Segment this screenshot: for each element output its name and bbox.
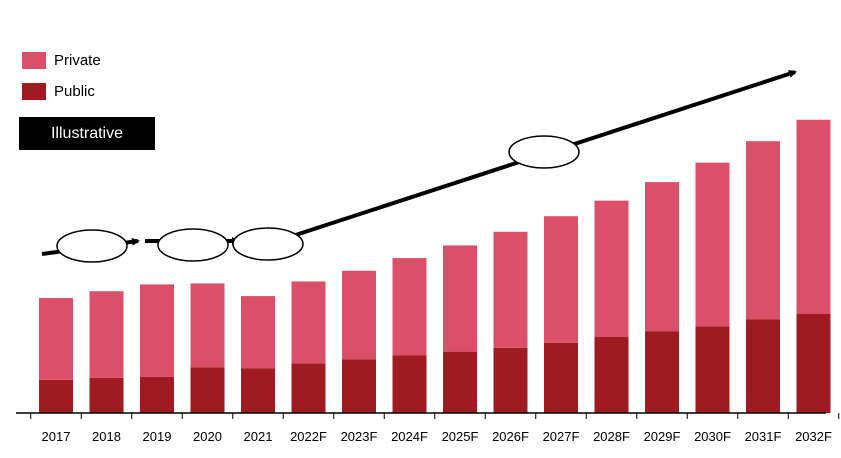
x-tick-label: 2023F [341,429,378,444]
x-tick-label: 2025F [442,429,479,444]
x-tick-label: 2032F [795,429,832,444]
bar-public-2022F [291,363,326,413]
x-tick-label: 2019 [143,429,172,444]
x-tick-label: 2030F [694,429,731,444]
x-tick-label: 2021 [244,429,273,444]
bar-private-2026F [493,231,528,348]
x-tick-label: 2031F [745,429,782,444]
legend-item-public: Public [22,81,101,101]
x-ticks-layer [30,413,840,419]
bar-public-2026F [493,347,528,413]
ellipse-marker-2 [157,228,229,262]
bar-public-2020 [190,367,225,413]
bar-private-2017 [39,298,73,380]
bars-layer [39,119,831,413]
legend-swatch-private [22,51,46,69]
ellipse-marker-3 [232,227,304,261]
bar-public-2021 [241,368,275,413]
ellipse-marker-4 [508,135,580,169]
bar-public-2030F [695,326,730,413]
x-tick-label: 2018 [92,429,121,444]
bar-private-2022F [291,281,326,364]
legend: Private Public [22,50,101,112]
bar-private-2029F [645,182,679,332]
illustrative-badge: Illustrative [19,117,155,150]
x-tick-label: 2020 [193,429,222,444]
bar-public-2027F [544,342,578,413]
x-tick-label: 2022F [290,429,327,444]
trend-arrows-layer [41,70,797,263]
bar-public-2019 [140,376,174,413]
bar-private-2025F [443,245,477,352]
bar-public-2018 [89,377,124,413]
bar-public-2029F [645,331,679,413]
bar-private-2032F [796,119,831,314]
legend-label-public: Public [54,82,95,100]
x-tick-label: 2026F [492,429,529,444]
bar-public-2031F [746,319,780,413]
bar-public-2023F [342,359,376,413]
x-tick-label: 2028F [593,429,630,444]
bar-public-2032F [796,313,831,413]
legend-item-private: Private [22,50,101,70]
x-tick-label: 2027F [543,429,580,444]
bar-private-2027F [544,216,578,343]
bar-private-2021 [241,296,275,369]
x-tick-label: 2029F [644,429,681,444]
legend-swatch-public [22,82,46,100]
bar-public-2028F [594,337,629,413]
bar-private-2030F [695,162,730,327]
bar-public-2024F [392,355,427,413]
bar-public-2017 [39,379,73,413]
bar-private-2031F [746,141,780,320]
bar-private-2024F [392,258,427,356]
ellipse-marker-1 [56,229,128,263]
bar-private-2023F [342,270,376,360]
x-tick-label: 2024F [391,429,428,444]
x-tick-labels-layer: 2017 2018 2019 2020 2021 2022F 2023F 2024F 2025F… [42,429,832,444]
bar-private-2018 [89,291,124,378]
bar-public-2025F [443,351,477,413]
legend-label-private: Private [54,51,101,69]
bar-private-2028F [594,200,629,338]
x-tick-label: 2017 [42,429,71,444]
bar-private-2020 [190,283,225,368]
bar-private-2019 [140,284,174,377]
